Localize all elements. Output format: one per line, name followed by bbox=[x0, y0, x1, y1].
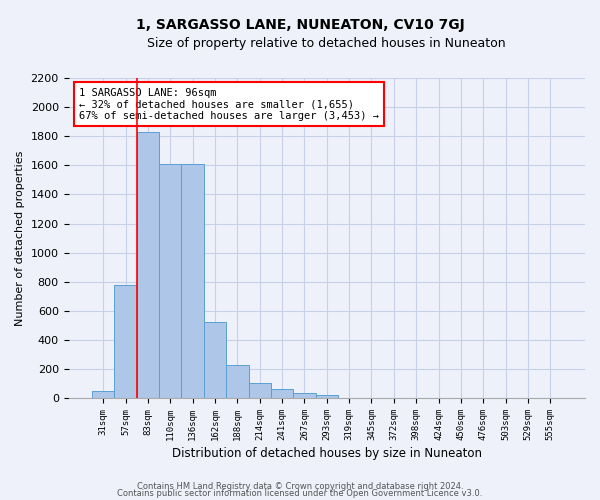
Bar bbox=[159, 164, 181, 398]
Text: 1, SARGASSO LANE, NUNEATON, CV10 7GJ: 1, SARGASSO LANE, NUNEATON, CV10 7GJ bbox=[136, 18, 464, 32]
Bar bbox=[204, 322, 226, 398]
Bar bbox=[137, 132, 159, 398]
Text: 1 SARGASSO LANE: 96sqm
← 32% of detached houses are smaller (1,655)
67% of semi-: 1 SARGASSO LANE: 96sqm ← 32% of detached… bbox=[79, 88, 379, 121]
Bar bbox=[293, 393, 316, 398]
Bar bbox=[271, 390, 293, 398]
Bar bbox=[226, 364, 248, 398]
Bar bbox=[92, 391, 115, 398]
X-axis label: Distribution of detached houses by size in Nuneaton: Distribution of detached houses by size … bbox=[172, 447, 482, 460]
Title: Size of property relative to detached houses in Nuneaton: Size of property relative to detached ho… bbox=[148, 38, 506, 51]
Text: Contains HM Land Registry data © Crown copyright and database right 2024.: Contains HM Land Registry data © Crown c… bbox=[137, 482, 463, 491]
Bar bbox=[316, 395, 338, 398]
Text: Contains public sector information licensed under the Open Government Licence v3: Contains public sector information licen… bbox=[118, 490, 482, 498]
Bar bbox=[181, 164, 204, 398]
Y-axis label: Number of detached properties: Number of detached properties bbox=[15, 150, 25, 326]
Bar bbox=[115, 284, 137, 398]
Bar bbox=[248, 383, 271, 398]
